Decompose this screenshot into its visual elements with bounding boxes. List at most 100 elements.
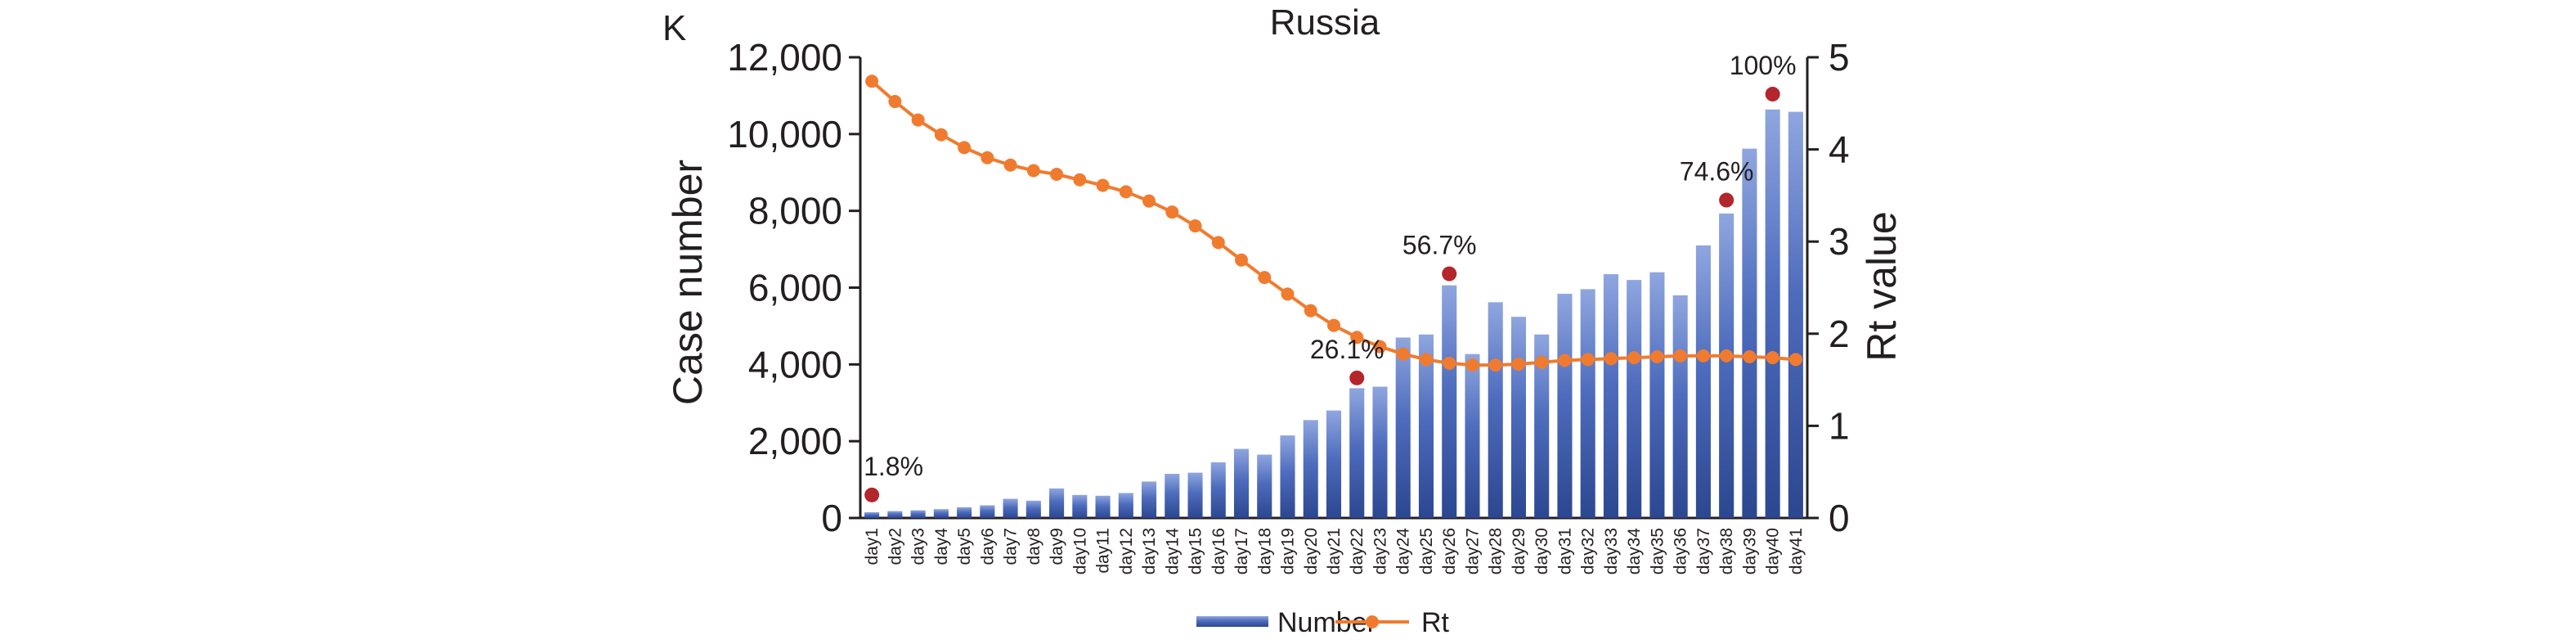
rt-point [888,95,902,109]
y-tick-label: 4,000 [748,343,842,385]
y-tick-label: 6,000 [748,267,842,309]
x-tick-label: day11 [1094,528,1113,574]
x-tick-label: day18 [1255,528,1274,574]
rt-point [1743,349,1757,363]
rt-point [1235,253,1249,267]
bar-number [1465,354,1480,518]
annotation-label: 1.8% [864,452,923,481]
rt-point [1535,355,1549,369]
rt-point [1373,340,1387,354]
bar-number [1003,498,1018,518]
rt-point [1258,271,1272,285]
x-tick-label: day6 [978,528,997,565]
rt-point [1465,358,1479,372]
bar-number [1326,410,1342,518]
annotation-dot [1719,192,1735,208]
x-tick-label: day25 [1417,528,1436,574]
rt-point [934,128,948,142]
y2-tick-label: 4 [1829,128,1850,171]
x-tick-label: day1 [863,528,882,565]
x-tick-label: day41 [1787,528,1806,574]
rt-point [1766,351,1779,365]
x-tick-label: day20 [1302,528,1321,574]
rt-point [1419,353,1433,367]
x-tick-label: day13 [1140,528,1159,574]
y2-tick-label: 0 [1829,497,1850,539]
bar-number [1142,481,1157,518]
bar-number [1257,454,1272,518]
rt-point [981,151,994,164]
plot-area: 0 2,000 4,000 6,000 8,000 10,000 12,000 0 1 2 3 4 5 d… [727,36,1849,574]
bar-number [1372,386,1388,518]
annotation-dot [1765,87,1780,102]
rt-point [1511,357,1525,371]
bar-number [864,511,880,518]
bar-number [1165,474,1180,518]
rt-point [1350,331,1364,345]
rt-point [1696,349,1710,363]
rt-point [1443,356,1456,370]
bar-number [1303,420,1318,518]
x-tick-label: day22 [1348,528,1367,574]
bar-number [1534,334,1550,518]
bar-number [1280,435,1295,518]
bar-number [910,510,926,518]
x-tick-label: day36 [1672,528,1690,574]
rt-point [1581,353,1595,367]
y-axis-title: Case number [665,160,711,405]
x-tick-label: day24 [1394,528,1413,575]
bar-number [1418,334,1434,518]
bar-number [1233,448,1250,518]
rt-point [1050,168,1064,182]
rt-point [1003,158,1017,172]
rt-point [1650,349,1664,363]
bar-number [1603,274,1618,518]
bar-number [1627,280,1642,518]
legend: Number Rt [1196,607,1450,638]
x-tick-label: day38 [1717,528,1736,574]
bar-number [957,507,972,518]
x-tick-label: day3 [909,528,928,565]
chart-title: Russia [1270,2,1380,43]
x-tick-label: day8 [1025,528,1043,565]
rt-point [1604,352,1618,366]
y2-tick-label: 1 [1829,404,1850,447]
bar-number [1118,493,1133,518]
rt-point [1188,219,1202,233]
legend-rt-marker [1366,615,1379,628]
bar-number [1049,488,1065,518]
x-tick-label: day40 [1764,528,1783,574]
bar-number [1095,495,1111,518]
y2-tick-label: 3 [1829,220,1850,263]
y-tick-label: 8,000 [748,190,842,232]
bar-number [1649,272,1665,518]
bar-number [1025,500,1041,518]
annotation-label: 56.7% [1402,231,1477,260]
rt-point [1627,351,1641,365]
rt-point [1026,164,1040,178]
bar-number [1442,285,1457,518]
x-tick-label: day15 [1187,528,1205,574]
rt-point [1165,205,1179,219]
bar-number [887,511,903,518]
y-tick-label: 2,000 [748,420,842,462]
rt-point [1488,358,1502,372]
bar-number [1788,111,1803,518]
bar-number [1719,213,1735,518]
rt-point [1211,236,1225,250]
y2-axis-title: Rt value [1859,211,1905,361]
rt-point [1073,173,1087,187]
x-tick-label: day37 [1694,528,1713,574]
annotation-dot [864,487,880,502]
x-tick-label: day26 [1440,528,1459,574]
rt-point [1396,347,1410,361]
bar-number [1072,494,1088,518]
legend-rt-label: Rt [1421,607,1450,638]
x-tick-label: day30 [1533,528,1551,574]
annotation-label: 74.6% [1680,157,1754,187]
bar-number [1672,295,1688,518]
x-tick-label: day19 [1279,528,1298,574]
bar-number [933,509,949,518]
x-tick-label: day29 [1510,528,1528,574]
